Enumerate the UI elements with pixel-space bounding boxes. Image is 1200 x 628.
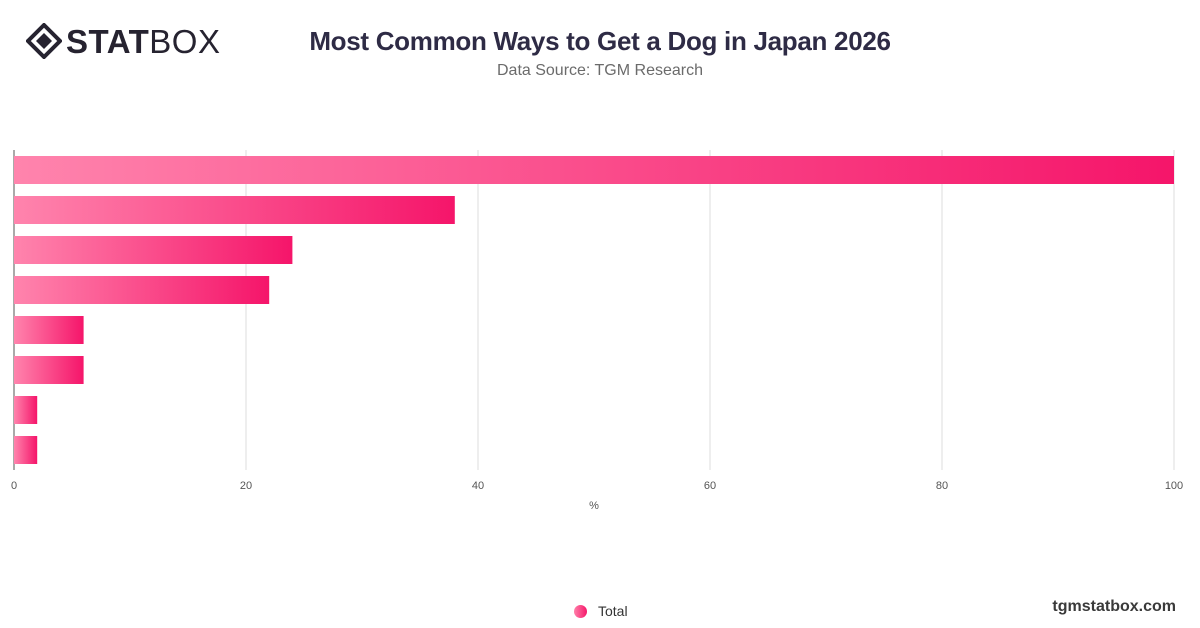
x-tick-label: 100 [1165, 480, 1183, 492]
watermark: tgmstatbox.com [1052, 598, 1176, 615]
legend-marker [574, 604, 587, 618]
statbox-logo-icon [26, 23, 62, 59]
x-tick-label: 40 [472, 480, 484, 492]
logo-wordmark-bold: STAT [66, 22, 150, 60]
x-tick-label: 0 [11, 480, 17, 492]
x-tick-label: 80 [936, 480, 948, 492]
bar-2[interactable] [14, 196, 455, 224]
bar-5[interactable] [14, 316, 84, 344]
x-axis-label: % [589, 500, 599, 512]
logo-wordmark: STATBOX [66, 25, 220, 58]
chart-subtitle: Data Source: TGM Research [496, 62, 703, 79]
bar-7[interactable] [14, 396, 38, 424]
logo-wordmark-light: BOX [149, 22, 221, 60]
x-tick-label: 60 [704, 480, 716, 492]
bar-6[interactable] [14, 356, 84, 384]
bar-1[interactable] [14, 156, 1174, 184]
bar-4[interactable] [14, 276, 270, 304]
legend[interactable]: Total [574, 602, 628, 620]
chart-title: Most Common Ways to Get a Dog in Japan 2… [309, 26, 891, 56]
legend-label-total: Total [598, 603, 628, 619]
x-tick-label: 20 [240, 480, 252, 492]
bar-8[interactable] [14, 436, 38, 464]
statbox-logo: STATBOX [26, 22, 220, 60]
bar-3[interactable] [14, 236, 293, 264]
